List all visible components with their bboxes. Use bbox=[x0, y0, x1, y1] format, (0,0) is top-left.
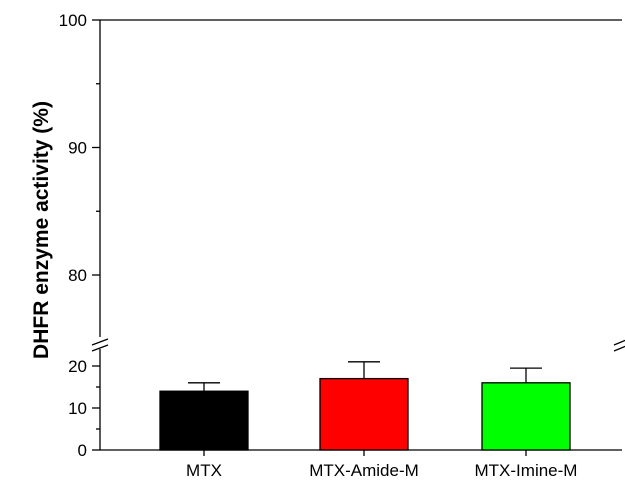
y-tick-label: 20 bbox=[68, 357, 87, 376]
bars bbox=[159, 361, 571, 451]
bar bbox=[481, 382, 571, 451]
y-tick-label: 90 bbox=[68, 139, 87, 158]
bar bbox=[159, 390, 249, 451]
x-tick-label: MTX-Amide-M bbox=[309, 461, 419, 480]
y-tick-label: 100 bbox=[59, 11, 87, 30]
bar bbox=[319, 377, 409, 451]
y-axis-title: DHFR enzyme activity (%) bbox=[30, 101, 53, 359]
axis-break-mark-right bbox=[613, 339, 625, 352]
x-tick-label: MTX bbox=[186, 461, 222, 480]
y-tick-label: 80 bbox=[68, 266, 87, 285]
labels: 0 10 20 80 90 100 MTX MTX-Amide-M MTX-Imine-M bbox=[59, 11, 578, 480]
x-tick-label: MTX-Imine-M bbox=[475, 461, 578, 480]
y-tick-label: 10 bbox=[68, 399, 87, 418]
y-tick-label: 0 bbox=[78, 441, 87, 460]
axis-break-mark-left bbox=[91, 338, 109, 352]
